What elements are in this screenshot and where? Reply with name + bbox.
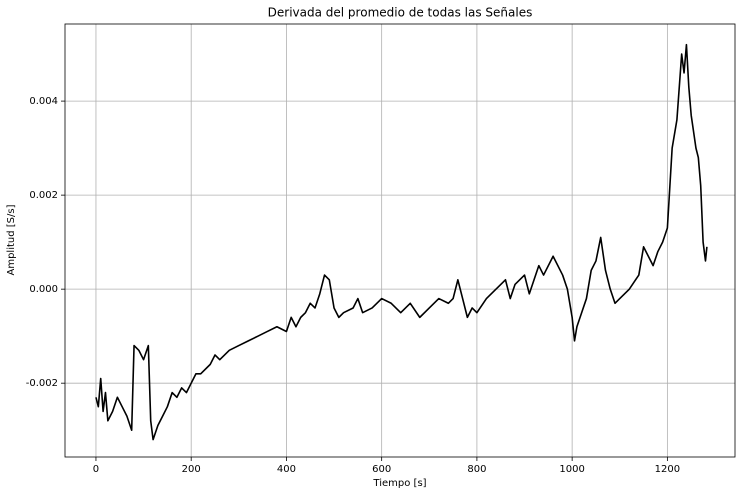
x-tick-label: 400 [277,464,296,475]
y-tick-label: 0.002 [29,190,58,201]
y-tick-label: -0.002 [26,378,58,389]
y-axis-label: Amplitud [S/s] [6,204,17,275]
y-tick-label: 0.004 [29,96,58,107]
x-tick-label: 800 [467,464,486,475]
x-tick-label: 1200 [655,464,680,475]
x-tick-label: 600 [372,464,391,475]
y-tick-label: 0.000 [29,284,58,295]
x-tick-label: 0 [93,464,99,475]
chart-title: Derivada del promedio de todas las Señal… [268,6,533,20]
x-tick-label: 1000 [559,464,584,475]
x-tick-label: 200 [182,464,201,475]
plot-frame [64,23,736,458]
x-axis-label: Tiempo [s] [372,478,426,489]
data-line [95,43,708,441]
